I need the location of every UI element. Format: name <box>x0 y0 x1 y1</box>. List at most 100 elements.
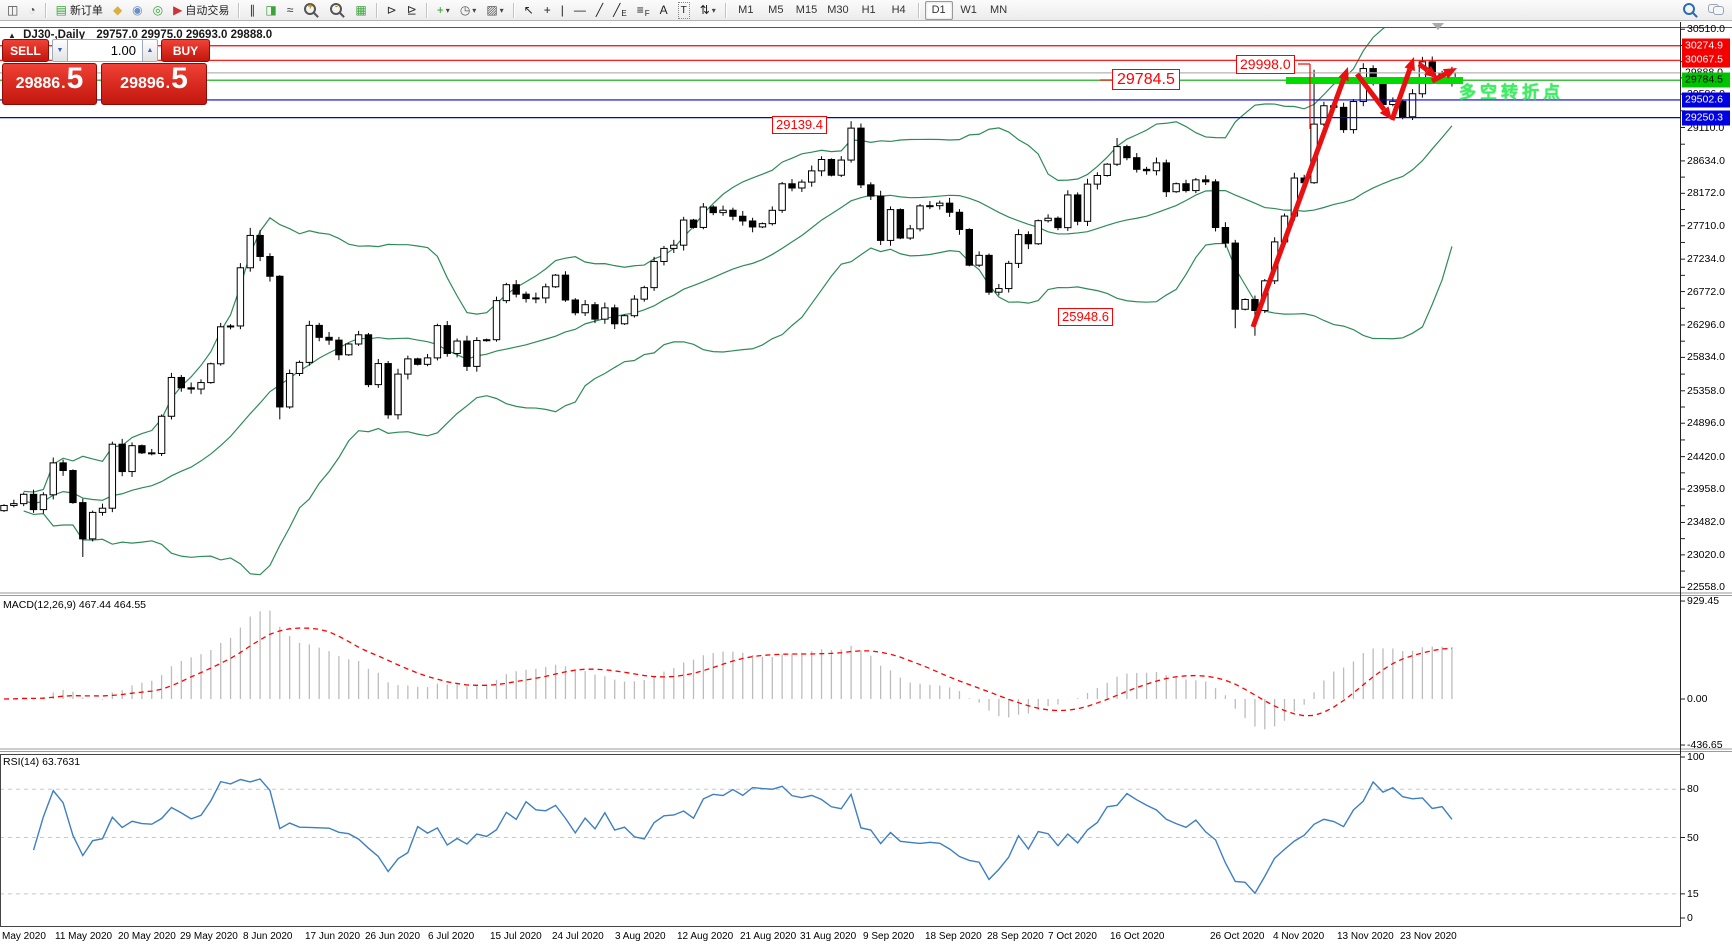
chart-shift-marker-icon[interactable] <box>1432 23 1444 30</box>
main-toolbar: ◫ ◔ ▤ 新订单 ◆ ◉ ◎ ▶ 自动交易 ∥ ◨ ≈ + - ▦ ⊳ ⊵ + ▾ ◷ ▾ ▨ ▾ ↖ + | — ╱ ╱ E ≡ F A T ⇅… <box>0 0 1732 21</box>
buy-price-button[interactable]: 29896. 5 <box>101 63 207 105</box>
cursor-icon[interactable]: ↖ <box>520 1 538 20</box>
price-tick-label: 24420.0 <box>1687 450 1725 463</box>
new-order-button-label: 新订单 <box>69 5 103 17</box>
publish-icon[interactable]: ◉ <box>128 1 146 20</box>
new-chart-icon[interactable]: ◫ <box>3 1 22 20</box>
toolbar-separator <box>917 2 920 18</box>
crosshair-icon[interactable]: + <box>540 1 555 20</box>
zoom-out-icon: - <box>330 1 343 15</box>
timeframe-m15[interactable]: M15 <box>795 3 818 16</box>
bar-chart-icon: ∥ <box>249 2 256 17</box>
one-click-trading-panel: SELL ▼ 1.00 ▲ BUY 29886. 5 29896. 5 <box>2 39 212 105</box>
price-tick-label: 23020.0 <box>1687 548 1725 561</box>
date-axis-label: 20 May 2020 <box>118 931 176 942</box>
price-tick-label: 25834.0 <box>1687 351 1725 364</box>
search-icon[interactable] <box>1683 3 1695 15</box>
horizontal-line-icon: — <box>573 2 586 17</box>
sell-price-main: 29886 <box>15 75 61 92</box>
chat-icon[interactable] <box>1708 4 1724 16</box>
timeframe-m30[interactable]: M30 <box>827 3 849 16</box>
new-order-icon: ▤ <box>55 2 67 17</box>
macd-tick-label: -436.65 <box>1687 739 1723 752</box>
auto-scroll-icon[interactable]: ⊳ <box>383 1 401 20</box>
chart-shift-icon[interactable]: ⊵ <box>403 1 421 20</box>
text-label-icon[interactable]: T <box>674 1 694 20</box>
ohlc-quote-label: 29757.0 29975.0 29693.0 29888.0 <box>96 29 273 41</box>
trend-annotations <box>1100 57 1463 328</box>
volume-decrease-button[interactable]: ▼ <box>52 39 68 62</box>
publish-icon: ◉ <box>132 2 143 17</box>
date-axis-label: 15 Jul 2020 <box>490 931 542 942</box>
macd-indicator <box>3 610 1453 730</box>
oct-swing-low-label[interactable]: 25948.6 <box>1058 308 1113 326</box>
price-tick-label: 27234.0 <box>1687 253 1725 266</box>
timeframe-m5[interactable]: M5 <box>768 3 784 16</box>
indicators-icon: + <box>436 2 444 17</box>
rsi-tick-label: 50 <box>1687 831 1699 844</box>
toolbar-separator <box>425 2 428 18</box>
date-axis-label: 23 Nov 2020 <box>1400 931 1457 942</box>
vertical-line-icon[interactable]: | <box>557 1 568 20</box>
turning-point-annotation[interactable]: 多空转折点 <box>1459 83 1564 102</box>
bar-chart-icon[interactable]: ∥ <box>245 1 259 20</box>
equidistant-channel-icon[interactable]: ╱ E <box>609 1 631 20</box>
buy-price-dot: . <box>165 75 171 92</box>
timeframe-m1[interactable]: M1 <box>738 3 754 16</box>
timeframe-h1[interactable]: H1 <box>861 3 876 16</box>
volume-increase-button[interactable]: ▲ <box>142 39 158 62</box>
signal-icon[interactable]: ◎ <box>149 1 167 20</box>
date-axis-label: 26 Jun 2020 <box>365 931 421 942</box>
macd-tick-label: 929.45 <box>1687 595 1720 608</box>
sell-price-fraction: 5 <box>66 62 84 95</box>
toolbar-right-group <box>1682 2 1732 18</box>
sep-swing-high-label[interactable]: 29139.4 <box>772 116 827 134</box>
pivot-price-label[interactable]: 29784.5 <box>1112 69 1180 90</box>
date-axis-label: 6 Jul 2020 <box>428 931 475 942</box>
date-axis-label: 31 Aug 2020 <box>800 931 857 942</box>
zoom-out-icon[interactable]: - <box>325 1 349 20</box>
fibonacci-icon[interactable]: ≡ F <box>633 1 654 20</box>
sell-button[interactable]: SELL <box>2 39 49 62</box>
zoom-in-icon[interactable]: + <box>299 1 323 20</box>
date-axis-label: 9 Sep 2020 <box>863 931 915 942</box>
price-badge-blue: 29250.3 <box>1682 110 1730 126</box>
templates-button[interactable]: ▨ ▾ <box>482 1 507 20</box>
timeframe-h4[interactable]: H4 <box>891 3 906 16</box>
volume-input[interactable]: 1.00 <box>68 39 142 62</box>
cleanup-icon[interactable]: ◆ <box>109 1 126 20</box>
price-tick-label: 26296.0 <box>1687 318 1725 331</box>
price-tick-label: 22558.0 <box>1687 581 1725 594</box>
chevron-down-icon: ▾ <box>711 5 716 15</box>
nov-spike-high-label[interactable]: 29998.0 <box>1236 55 1295 74</box>
profiles-icon: ◔ <box>28 2 36 17</box>
indicators-button[interactable]: + ▾ <box>433 1 454 20</box>
rsi-tick-label: 80 <box>1687 783 1699 796</box>
auto-scroll-icon: ⊳ <box>386 2 397 17</box>
timeframe-w1[interactable]: W1 <box>960 3 977 16</box>
rsi-tick-label: 100 <box>1687 751 1705 763</box>
timeframe-mn[interactable]: MN <box>990 3 1008 16</box>
horizontal-line-icon[interactable]: — <box>570 1 590 20</box>
date-axis-label: 24 Jul 2020 <box>552 931 604 942</box>
timeframe-d1[interactable]: D1 <box>924 0 953 20</box>
text-icon: A <box>659 2 668 17</box>
buy-button[interactable]: BUY <box>161 39 210 62</box>
sell-price-button[interactable]: 29886. 5 <box>2 63 97 105</box>
text-icon[interactable]: A <box>656 1 672 20</box>
text-label-icon: T <box>677 1 690 19</box>
profiles-icon[interactable]: ◔ <box>24 1 39 20</box>
line-chart-icon[interactable]: ≈ <box>283 1 298 20</box>
shapes-icon: ⇅ <box>699 2 710 17</box>
autotrade-button[interactable]: ▶ 自动交易 <box>169 1 233 20</box>
periods-button[interactable]: ◷ ▾ <box>456 1 481 20</box>
price-badge-red: 30067.5 <box>1682 52 1730 68</box>
tile-windows-icon[interactable]: ▦ <box>351 1 370 20</box>
candlestick-chart-icon[interactable]: ◨ <box>261 1 280 20</box>
new-order-button[interactable]: ▤ 新订单 <box>52 1 107 20</box>
shapes-button[interactable]: ⇅ ▾ <box>696 1 720 20</box>
collapse-triangle-icon[interactable]: ▲ <box>8 31 16 40</box>
trendline-icon[interactable]: ╱ <box>592 1 607 20</box>
